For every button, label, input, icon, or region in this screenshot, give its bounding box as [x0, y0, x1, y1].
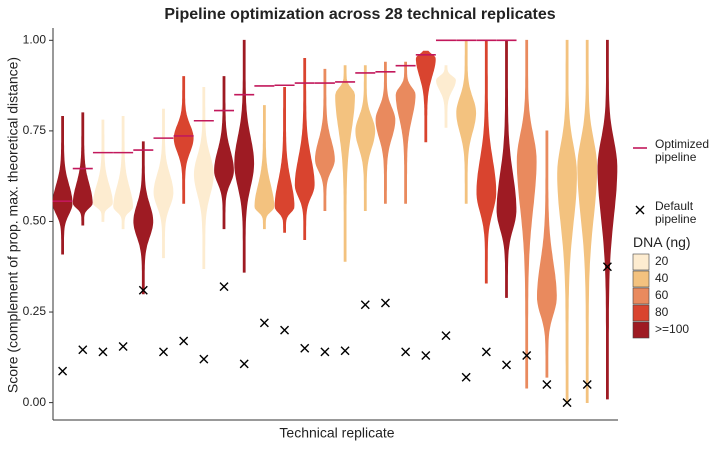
- default-mark: [602, 262, 612, 272]
- y-tick-label: 0.25: [23, 304, 47, 318]
- default-mark: [441, 331, 451, 341]
- default-mark: [320, 347, 330, 357]
- default-mark: [562, 398, 572, 408]
- legend-swatch: [632, 270, 650, 288]
- default-mark: [78, 345, 88, 355]
- default-mark: [158, 347, 168, 357]
- default-mark: [259, 318, 269, 328]
- default-mark: [401, 347, 411, 357]
- default-mark: [481, 347, 491, 357]
- violin: [355, 65, 376, 211]
- legend-key: [635, 205, 645, 215]
- violin: [375, 61, 396, 204]
- default-mark: [340, 346, 350, 356]
- default-mark: [522, 351, 532, 361]
- violin: [597, 39, 618, 400]
- x-axis-label: Technical replicate: [279, 425, 394, 441]
- default-mark: [58, 366, 68, 376]
- default-mark: [98, 347, 108, 357]
- y-tick-label: 0.50: [23, 214, 47, 228]
- default-mark: [502, 360, 512, 370]
- chart-title: Pipeline optimization across 28 technica…: [164, 6, 555, 23]
- default-mark: [199, 354, 209, 364]
- legend-label: 40: [655, 271, 669, 285]
- default-mark: [219, 282, 229, 292]
- y-tick-label: 0.75: [23, 123, 47, 137]
- default-mark: [421, 351, 431, 361]
- default-mark: [280, 325, 290, 335]
- default-mark: [542, 380, 552, 389]
- default-mark: [118, 341, 128, 351]
- legend-label: Optimized pipeline: [655, 137, 710, 164]
- violin: [234, 39, 255, 273]
- violin: [294, 58, 315, 240]
- legend-label: Default pipeline: [655, 199, 697, 226]
- default-mark: [360, 300, 370, 310]
- violin: [274, 87, 295, 233]
- violin: [52, 116, 73, 255]
- violin: [153, 108, 174, 259]
- violin: [557, 39, 577, 403]
- violin: [92, 119, 113, 222]
- violin: [133, 141, 154, 295]
- violin: [577, 39, 598, 403]
- default-mark: [138, 285, 148, 295]
- default-mark: [582, 380, 592, 389]
- violin: [254, 105, 275, 230]
- violin: [193, 87, 214, 269]
- violin: [395, 61, 416, 204]
- legend-label: 20: [655, 254, 669, 268]
- violin: [173, 76, 194, 204]
- y-tick-label: 1.00: [23, 32, 47, 46]
- violin: [436, 65, 456, 128]
- default-mark: [300, 343, 310, 353]
- y-tick-label: 0.00: [23, 395, 47, 409]
- legend-label: >=100: [655, 322, 689, 336]
- legend-label: 80: [655, 305, 669, 319]
- violin: [476, 39, 497, 284]
- legend-swatch: [632, 304, 650, 322]
- legend-label: 60: [655, 288, 669, 302]
- legend-swatch: [632, 321, 650, 339]
- legend-swatch: [632, 287, 650, 305]
- violin: [456, 39, 477, 204]
- default-mark: [239, 359, 249, 369]
- violin: [113, 116, 134, 230]
- legend-title: DNA (ng): [633, 234, 691, 250]
- violin: [516, 39, 537, 389]
- default-mark: [461, 372, 471, 382]
- violin: [537, 130, 557, 378]
- violin: [415, 50, 436, 143]
- violin: [214, 76, 234, 230]
- violin: [314, 68, 335, 211]
- y-axis-label: Score (complement of prop. max. theoreti…: [5, 57, 21, 393]
- violin: [335, 65, 356, 262]
- default-mark: [380, 298, 390, 308]
- default-mark: [179, 336, 189, 346]
- legend-swatch: [632, 253, 650, 271]
- violin: [496, 39, 517, 298]
